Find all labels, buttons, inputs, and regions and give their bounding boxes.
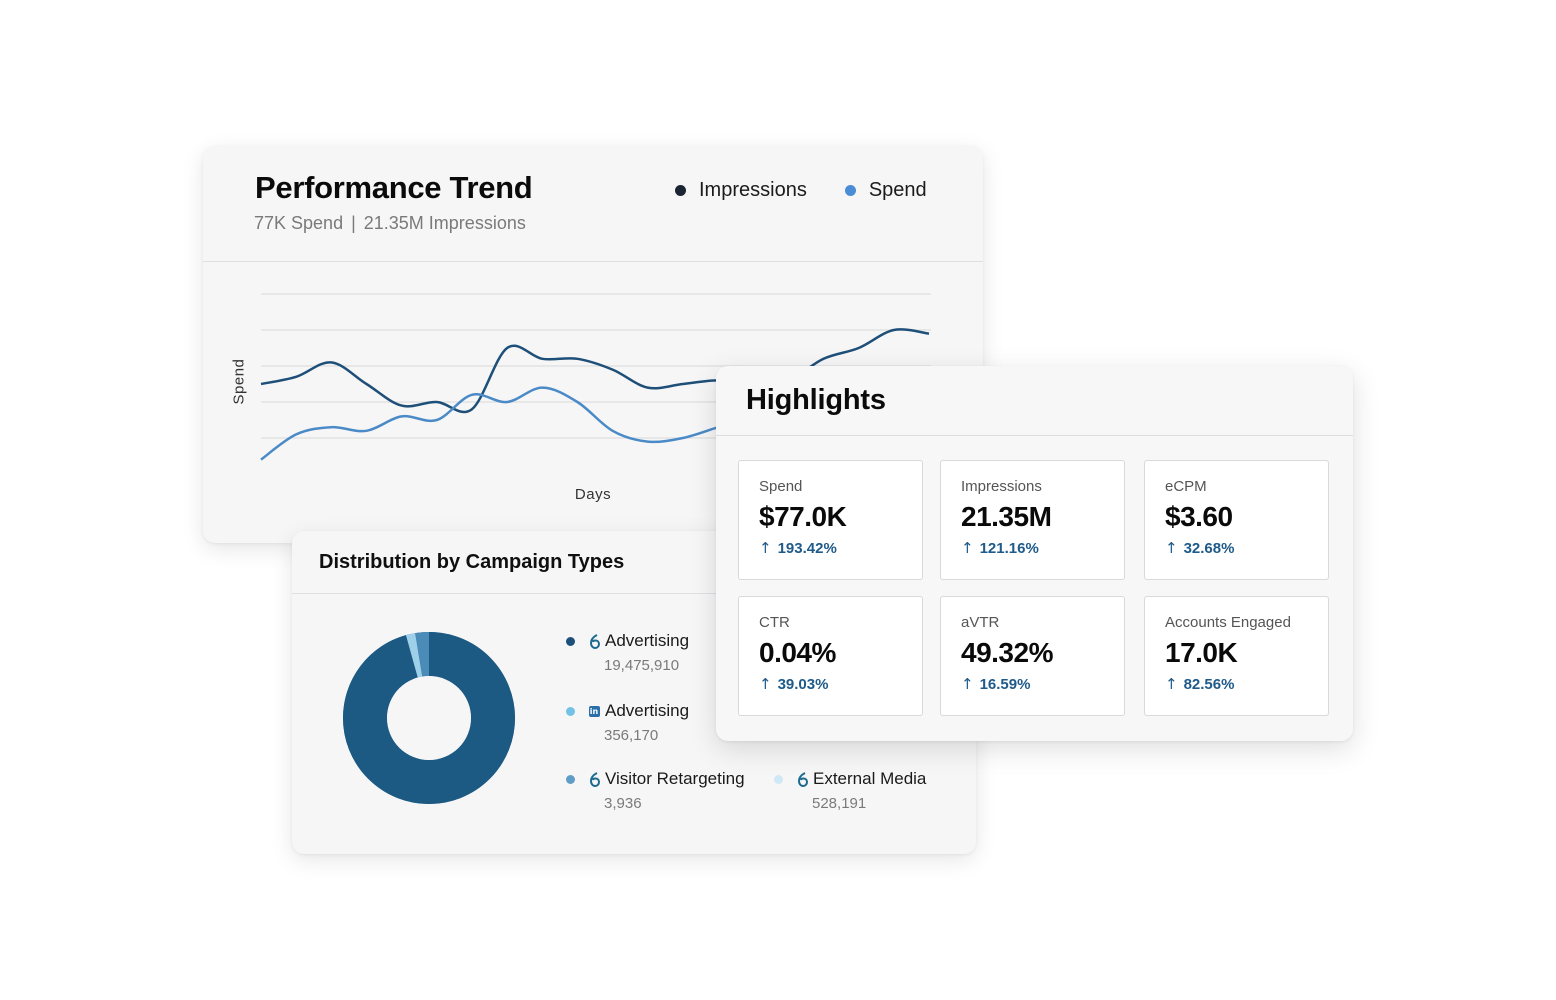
arrow-up-icon: ↑ (961, 675, 974, 693)
metric-change: ↑ 16.59% (961, 675, 1124, 693)
arrow-up-icon: ↑ (961, 539, 974, 557)
performance-trend-subtitle: 77K Spend | 21.35M Impressions (254, 213, 526, 234)
legend-value: 528,191 (812, 795, 867, 812)
metric-value: 21.35M (961, 501, 1052, 532)
metric-label: Impressions (961, 478, 1042, 495)
arrow-up-icon: ↑ (1165, 539, 1178, 557)
legend-value: 356,170 (604, 727, 659, 744)
legend-entry-external-media[interactable]: External Media 528,191 (774, 769, 926, 812)
arrow-up-icon: ↑ (759, 675, 772, 693)
legend-label-spend: Spend (868, 179, 927, 201)
legend-item-spend[interactable]: Spend (844, 179, 927, 202)
trend-divider (203, 261, 983, 262)
metric-change-value: 16.59% (979, 676, 1031, 693)
metric-change-value: 39.03% (777, 676, 829, 693)
metric-change: ↑ 82.56% (1165, 675, 1328, 693)
metric-label: eCPM (1165, 478, 1207, 495)
metric-card-spend[interactable]: Spend $77.0K ↑ 193.42% (738, 460, 923, 580)
legend-label: Advertising (605, 701, 690, 720)
campaign-donut-chart (343, 632, 515, 804)
legend-dot-impressions (675, 185, 686, 196)
legend-entry-advertising-linkedin[interactable]: in Advertising 356,170 (566, 701, 689, 744)
legend-entry-advertising-6sense[interactable]: Advertising 19,475,910 (566, 631, 689, 674)
performance-trend-card: Performance Trend 77K Spend | 21.35M Impre… (203, 146, 983, 543)
metric-change-value: 121.16% (979, 540, 1039, 557)
legend-label: Visitor Retargeting (605, 769, 745, 788)
chart-legend: Impressions Spend (675, 179, 927, 202)
legend-dot (566, 706, 575, 716)
distribution-title: Distribution by Campaign Types (319, 551, 625, 573)
legend-dot (774, 774, 783, 784)
highlights-title: Highlights (746, 384, 886, 416)
highlights-divider (716, 435, 1353, 436)
legend-value: 3,936 (604, 795, 642, 812)
subtitle-separator: | (351, 213, 356, 233)
metric-card-impressions[interactable]: Impressions 21.35M ↑ 121.16% (940, 460, 1125, 580)
legend-entry-visitor-retargeting[interactable]: Visitor Retargeting 3,936 (566, 769, 745, 812)
metric-change: ↑ 39.03% (759, 675, 922, 693)
arrow-up-icon: ↑ (759, 539, 772, 557)
metric-card-ecpm[interactable]: eCPM $3.60 ↑ 32.68% (1144, 460, 1329, 580)
metric-label: Spend (759, 478, 803, 495)
x-axis-label: Days (574, 486, 612, 503)
legend-label-impressions: Impressions (699, 179, 807, 201)
metric-card-avtr[interactable]: aVTR 49.32% ↑ 16.59% (940, 596, 1125, 716)
y-axis-label: Spend (230, 358, 248, 405)
metric-change-value: 82.56% (1183, 676, 1235, 693)
subtitle-spend: 77K Spend (254, 213, 344, 233)
metric-label: CTR (759, 614, 790, 631)
6sense-icon (588, 633, 600, 649)
legend-dot (566, 636, 575, 646)
legend-item-impressions[interactable]: Impressions (675, 179, 807, 202)
legend-label: Advertising (605, 631, 690, 650)
metric-value: 49.32% (961, 637, 1053, 668)
metric-value: $3.60 (1165, 501, 1233, 532)
series-line-impressions (260, 328, 930, 414)
metric-card-accounts-engaged[interactable]: Accounts Engaged 17.0K ↑ 82.56% (1144, 596, 1329, 716)
metric-change: ↑ 32.68% (1165, 539, 1328, 557)
arrow-up-icon: ↑ (1165, 675, 1178, 693)
distribution-divider (292, 593, 976, 594)
metric-change-value: 32.68% (1183, 540, 1235, 557)
metric-change: ↑ 121.16% (961, 539, 1124, 557)
highlights-card: Highlights Spend $77.0K ↑ 193.42% Impress… (716, 366, 1353, 741)
metric-value: 0.04% (759, 637, 836, 668)
legend-label: External Media (813, 769, 927, 788)
performance-trend-title: Performance Trend (255, 170, 533, 205)
legend-value: 19,475,910 (604, 657, 680, 674)
metric-value: $77.0K (759, 501, 847, 532)
metric-change: ↑ 193.42% (759, 539, 922, 557)
legend-dot (566, 774, 575, 784)
6sense-icon (796, 771, 808, 787)
metric-change-value: 193.42% (777, 540, 837, 557)
legend-dot-spend (844, 185, 856, 196)
metric-label: Accounts Engaged (1165, 614, 1291, 631)
donut-hole (387, 676, 471, 760)
metric-value: 17.0K (1165, 637, 1238, 668)
metric-card-ctr[interactable]: CTR 0.04% ↑ 39.03% (738, 596, 923, 716)
metric-label: aVTR (961, 614, 1000, 631)
donut-slice[interactable] (343, 632, 515, 804)
linkedin-icon: in (588, 705, 600, 717)
subtitle-impressions: 21.35M Impressions (363, 213, 526, 233)
6sense-icon (588, 771, 600, 787)
